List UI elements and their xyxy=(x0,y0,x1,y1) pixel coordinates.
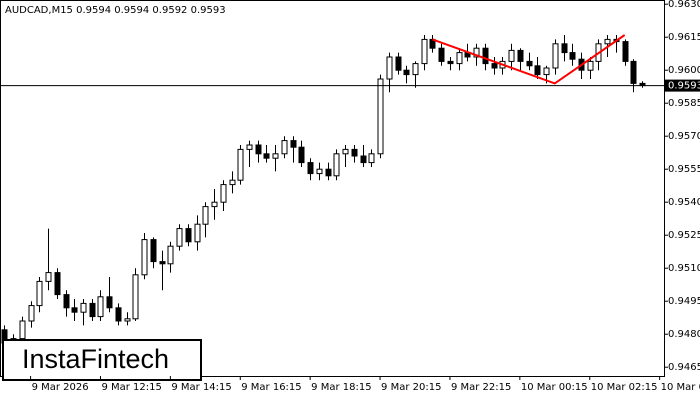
y-tick-label: 0.9540 xyxy=(668,197,700,208)
candle-body xyxy=(263,153,270,159)
candle-body xyxy=(342,148,349,155)
candle-body xyxy=(220,184,227,203)
candle-body xyxy=(185,228,192,243)
pattern-line xyxy=(432,34,626,85)
candle-body xyxy=(237,148,244,181)
x-tick-label: 10 Mar 04:15 xyxy=(661,382,700,393)
chart-header: AUDCAD,M15 0.9594 0.9594 0.9592 0.9593 xyxy=(5,5,226,16)
x-tick-label: 10 Mar 00:15 xyxy=(521,382,588,393)
candle-body xyxy=(438,47,445,62)
candle-body xyxy=(124,318,131,322)
candle-body xyxy=(106,296,113,309)
x-tick-label: 9 Mar 2026 xyxy=(32,382,89,393)
y-tick-label: 0.9615 xyxy=(668,32,700,43)
candle-body xyxy=(622,41,629,62)
x-tick-label: 9 Mar 12:15 xyxy=(101,382,161,393)
candle-body xyxy=(552,43,559,69)
candle-body xyxy=(386,56,393,80)
candle-body xyxy=(517,49,524,62)
candle-body xyxy=(36,280,43,307)
y-tick-label: 0.9585 xyxy=(668,98,700,109)
candle-body xyxy=(194,223,201,243)
candle-body xyxy=(141,239,148,276)
candle-body xyxy=(246,144,253,150)
candle-body xyxy=(54,272,61,296)
y-tick-label: 0.9495 xyxy=(668,296,700,307)
candle-body xyxy=(395,56,402,71)
candle-body xyxy=(89,302,96,318)
candle-body xyxy=(412,63,419,76)
candle-body xyxy=(281,140,288,155)
candle-body xyxy=(403,69,410,76)
candle-body xyxy=(71,307,78,313)
y-tick-label: 0.9555 xyxy=(668,164,700,175)
candle-body xyxy=(360,155,367,164)
candle-body xyxy=(569,52,576,60)
candle-body xyxy=(202,206,209,225)
candle-body xyxy=(97,296,104,318)
y-tick-label: 0.9510 xyxy=(668,263,700,274)
candle-body xyxy=(351,148,358,157)
current-price-box xyxy=(665,79,700,92)
candle-body xyxy=(176,228,183,247)
y-tick-label: 0.9570 xyxy=(668,131,700,142)
candle-body xyxy=(491,63,498,69)
candle-body xyxy=(526,60,533,67)
candle-body xyxy=(543,67,550,76)
candle-body xyxy=(255,144,262,155)
candle-body xyxy=(534,65,541,76)
candle-body xyxy=(229,179,236,186)
candle-body xyxy=(63,294,70,309)
candle-body xyxy=(368,153,375,164)
candle-body xyxy=(473,47,480,58)
x-tick-label: 9 Mar 20:15 xyxy=(381,382,441,393)
candle-body xyxy=(333,153,340,177)
x-tick-label: 9 Mar 18:15 xyxy=(311,382,371,393)
candle-body xyxy=(421,38,428,65)
candle-body xyxy=(604,38,611,45)
y-tick-label: 0.9630 xyxy=(668,0,700,10)
candle-body xyxy=(167,245,174,265)
candle-body xyxy=(307,162,314,175)
candle-body xyxy=(325,168,332,177)
candle-body xyxy=(630,60,637,84)
candle-body xyxy=(290,140,297,148)
candle-body xyxy=(159,261,166,265)
logo-box xyxy=(2,339,202,381)
current-price-label: 0.9593 xyxy=(668,81,700,92)
y-tick-label: 0.9465 xyxy=(668,362,700,373)
candle-body xyxy=(132,274,139,320)
logo: InstaFintech xyxy=(22,344,169,374)
candle-body xyxy=(80,302,87,313)
candle-body xyxy=(447,60,454,65)
candle-body xyxy=(150,239,157,263)
candle-body xyxy=(272,153,279,159)
candle-body xyxy=(587,60,594,71)
candle-body xyxy=(45,272,52,282)
candle-body xyxy=(19,320,26,340)
x-tick-label: 9 Mar 16:15 xyxy=(241,382,301,393)
candle-body xyxy=(28,305,35,322)
candle-body xyxy=(211,201,218,208)
candle-body xyxy=(377,78,384,155)
x-tick-label: 9 Mar 22:15 xyxy=(451,382,511,393)
y-tick-label: 0.9600 xyxy=(668,65,700,76)
plot-area xyxy=(1,34,646,357)
y-tick-label: 0.9525 xyxy=(668,230,700,241)
candle-body xyxy=(561,43,568,54)
candle-body xyxy=(298,146,305,164)
y-tick-label: 0.9480 xyxy=(668,329,700,340)
candle-body xyxy=(508,49,515,62)
candle-body xyxy=(115,307,122,322)
candle-body xyxy=(316,168,323,175)
x-tick-label: 10 Mar 02:15 xyxy=(591,382,658,393)
candle-body xyxy=(482,47,489,65)
candle-body xyxy=(456,52,463,65)
x-tick-label: 9 Mar 14:15 xyxy=(171,382,231,393)
